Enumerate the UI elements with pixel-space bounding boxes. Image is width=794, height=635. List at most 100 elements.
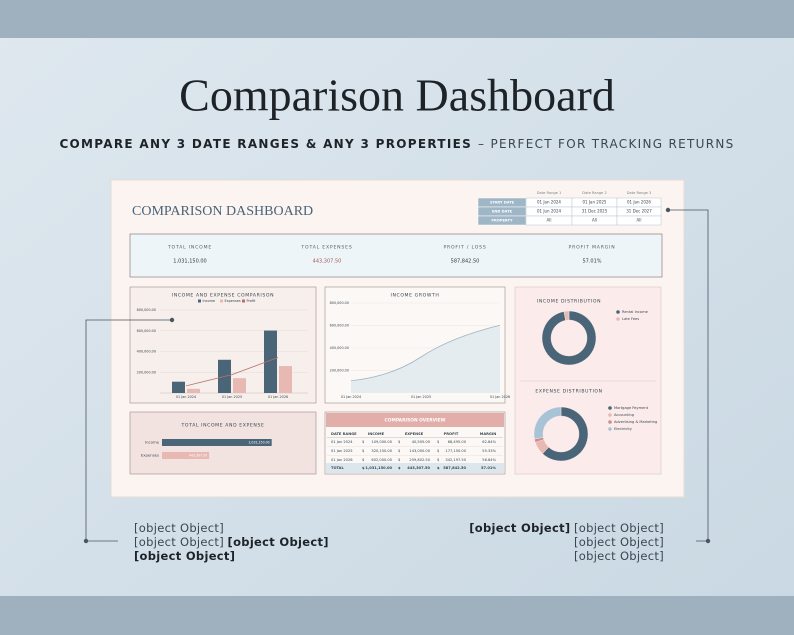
page-title: Comparison Dashboard bbox=[179, 70, 615, 121]
chart-title: INCOME DISTRIBUTION bbox=[537, 299, 601, 305]
date-row-label: PROPERTY bbox=[491, 219, 513, 223]
y-tick-label: 200,000.00 bbox=[137, 370, 156, 374]
y-tick-label: 200,000.00 bbox=[330, 369, 349, 373]
y-tick-label: 800,000.00 bbox=[330, 301, 349, 305]
date-col-header: Date Range 1 bbox=[537, 191, 562, 195]
legend-label: Rental Income bbox=[622, 310, 649, 314]
right-connector bbox=[668, 209, 709, 542]
connectors bbox=[85, 209, 709, 542]
bar bbox=[264, 330, 277, 393]
donut-slice bbox=[563, 310, 570, 321]
chart-title: TOTAL INCOME AND EXPENSE bbox=[181, 423, 265, 429]
subtitle: COMPARE ANY 3 DATE RANGES & ANY 3 PROPER… bbox=[59, 137, 734, 151]
annotation-text: [object Object] bbox=[134, 535, 224, 549]
currency-symbol: $ bbox=[398, 440, 400, 444]
x-tick-label: 01 Jan 2025 bbox=[222, 395, 242, 399]
table-header: PROFIT bbox=[444, 432, 459, 436]
chart-title: EXPENSE DISTRIBUTION bbox=[535, 389, 602, 395]
growth-line bbox=[350, 324, 501, 382]
legend-label: Electricity bbox=[614, 427, 633, 431]
kpi-value: 443,307.50 bbox=[313, 259, 342, 265]
table-header: MARGIN bbox=[480, 432, 496, 436]
table-cell: 259,802.50 bbox=[409, 458, 430, 462]
bar-value-label: 1,031,150.00 bbox=[248, 441, 269, 445]
currency-symbol: $ bbox=[362, 440, 364, 444]
legend-swatch bbox=[198, 299, 201, 303]
legend-dot bbox=[616, 310, 620, 314]
date-cell-text: All bbox=[592, 218, 597, 223]
y-tick-label: 600,000.00 bbox=[330, 324, 349, 328]
legend-dot bbox=[608, 420, 612, 424]
hbar bbox=[162, 439, 272, 446]
table-header: INCOME bbox=[368, 432, 385, 436]
table-cell: 109,000.00 bbox=[371, 440, 392, 444]
legend-label: Mortgage Payment bbox=[614, 406, 649, 410]
date-cell-text: 01 Jan 2024 bbox=[537, 200, 561, 205]
table-cell: 62.84% bbox=[482, 440, 496, 444]
annotation-line: [object Object] [object Object] bbox=[469, 521, 664, 535]
bar bbox=[279, 366, 292, 393]
chart-title: INCOME GROWTH bbox=[391, 293, 440, 299]
donut-slice bbox=[533, 406, 562, 440]
table-cell: 602,000.00 bbox=[371, 458, 392, 462]
table-cell: 56.84% bbox=[482, 458, 496, 462]
legend-label: Accounting bbox=[614, 413, 634, 417]
table-cell: 1,031,150.00 bbox=[365, 466, 392, 470]
table-cell: 320,150.00 bbox=[371, 449, 392, 453]
annotation-text: [object Object] bbox=[134, 549, 235, 563]
table-cell: 57.01% bbox=[481, 466, 496, 470]
annotation-line: [object Object] bbox=[574, 549, 664, 563]
currency-symbol: $ bbox=[398, 466, 401, 470]
x-tick-label: 01 Jan 2026 bbox=[490, 395, 510, 399]
legend-label: Late Fees bbox=[622, 317, 639, 321]
dashboard-title: COMPARISON DASHBOARD bbox=[132, 204, 313, 219]
table-cell: 01 Jan 2026 bbox=[331, 458, 353, 462]
legend-swatch bbox=[242, 299, 245, 303]
kpi-value: 57.01% bbox=[582, 259, 601, 265]
y-tick-label: 600,000.00 bbox=[137, 329, 156, 333]
chart-title: INCOME AND EXPENSE COMPARISON bbox=[172, 293, 274, 299]
table-cell: 40,505.00 bbox=[412, 440, 431, 444]
annotation-line: [object Object] bbox=[134, 549, 235, 563]
legend-swatch bbox=[220, 299, 223, 303]
currency-symbol: $ bbox=[362, 449, 364, 453]
legend-dot bbox=[616, 317, 620, 321]
bar bbox=[233, 378, 246, 393]
subtitle-bold: COMPARE ANY 3 DATE RANGES & ANY 3 PROPER… bbox=[59, 137, 472, 151]
profit-line bbox=[185, 357, 279, 387]
legend-dot bbox=[608, 427, 612, 431]
kpi-value: 1,031,150.00 bbox=[173, 259, 206, 265]
bar bbox=[172, 381, 185, 393]
y-tick-label: 400,000.00 bbox=[330, 346, 349, 350]
donut-slice bbox=[542, 406, 589, 462]
x-tick-label: 01 Jan 2024 bbox=[341, 395, 361, 399]
table-title: COMPARISON OVERVIEW bbox=[385, 418, 446, 424]
growth-area bbox=[351, 325, 500, 393]
date-cell bbox=[616, 215, 662, 226]
currency-symbol: $ bbox=[437, 458, 439, 462]
legend-label: Advertising & Marketing bbox=[614, 420, 657, 424]
date-cell-text: 31 Dec 2027 bbox=[626, 209, 652, 214]
table-cell: 443,307.50 bbox=[407, 466, 430, 470]
x-tick-label: 01 Jan 2024 bbox=[176, 395, 196, 399]
table-title-band bbox=[326, 413, 504, 427]
legend-label: Expenses bbox=[225, 299, 241, 303]
currency-symbol: $ bbox=[437, 440, 439, 444]
date-col-header: Date Range 3 bbox=[627, 191, 652, 195]
legend-dot bbox=[608, 406, 612, 410]
annotation-text: [object Object] bbox=[469, 521, 570, 535]
annotation-line: [object Object] bbox=[574, 535, 664, 549]
kpi-label: PROFIT / LOSS bbox=[443, 245, 486, 251]
table-cell: 01 Jan 2024 bbox=[331, 440, 353, 444]
annotation-line: [object Object] bbox=[134, 521, 224, 535]
left-connector bbox=[85, 319, 172, 542]
annotation-line: [object Object] [object Object] bbox=[134, 535, 329, 549]
bar-label: Expenses bbox=[141, 453, 159, 458]
annotation-text: [object Object] bbox=[574, 521, 664, 535]
connector-dot bbox=[83, 538, 89, 544]
kpi-box bbox=[129, 233, 663, 278]
table-cell: 143,000.00 bbox=[409, 449, 430, 453]
donut-slice bbox=[541, 310, 597, 366]
hbar bbox=[162, 452, 210, 459]
